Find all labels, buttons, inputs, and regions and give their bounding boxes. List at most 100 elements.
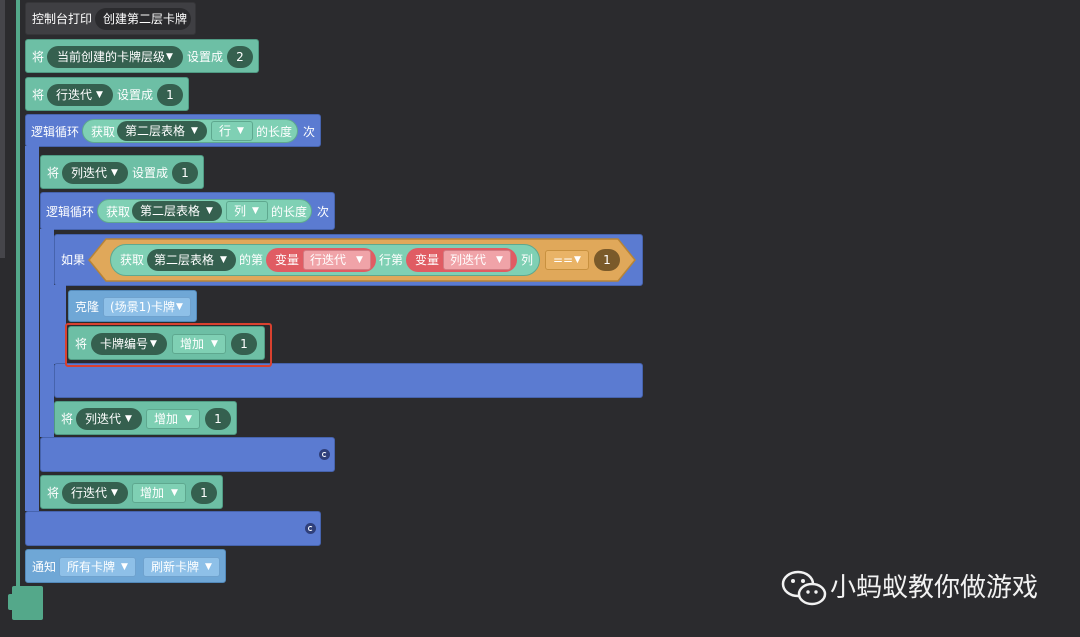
inc-card-action-text: 增加: [180, 337, 205, 351]
if-table-dropdown[interactable]: 第二层表格 ▼: [147, 249, 236, 271]
set-row-var-dropdown[interactable]: 行迭代 ▼: [47, 84, 113, 106]
console-print-value[interactable]: 创建第二层卡牌: [95, 8, 191, 30]
inner-loop-get-label: 获取: [106, 205, 131, 219]
inner-loop-table-dropdown[interactable]: 第二层表格 ▼: [132, 201, 222, 221]
if-get-label: 获取: [120, 253, 145, 267]
if-compare-value[interactable]: 1: [594, 249, 620, 271]
script-spine: [16, 0, 20, 600]
script-end-cap: [8, 586, 43, 620]
scrollbar[interactable]: [0, 0, 5, 258]
inc-card-prefix: 将: [75, 337, 88, 351]
inc-row-var-text: 行迭代: [71, 486, 108, 500]
outer-loop-table-dropdown[interactable]: 第二层表格 ▼: [117, 121, 207, 141]
notify-block[interactable]: 通知 所有卡牌 ▼ 刷新卡牌 ▼: [25, 549, 226, 583]
highlight-box: [65, 323, 272, 367]
inc-card-var-dropdown[interactable]: 卡牌编号 ▼: [91, 333, 167, 355]
set-col-prefix: 将: [47, 166, 60, 180]
set-col-block[interactable]: 将 列迭代 ▼ 设置成 1: [40, 155, 204, 189]
set-layer-value-text: 2: [236, 50, 244, 64]
chevron-down-icon: ▼: [574, 255, 581, 265]
set-row-value-text: 1: [166, 88, 174, 102]
inner-loop-arm: [40, 229, 54, 437]
chevron-down-icon: ▼: [252, 206, 259, 216]
chevron-down-icon: ▼: [111, 488, 118, 498]
if-label: 如果: [61, 253, 86, 267]
inner-loop-end: 次: [317, 205, 330, 219]
notify-event-dropdown[interactable]: 刷新卡牌 ▼: [143, 557, 220, 577]
inc-row-action-dropdown[interactable]: 增加 ▼: [132, 483, 186, 503]
if-get-block[interactable]: 获取 第二层表格 ▼ 的第 变量 行迭代 ▼ 行第 变量 列迭代 ▼ 列: [110, 244, 540, 276]
inner-loop-dim-text: 列: [234, 204, 247, 218]
inc-col-var-dropdown[interactable]: 列迭代 ▼: [76, 408, 142, 430]
console-print-block[interactable]: 控制台打印 创建第二层卡牌: [25, 2, 196, 35]
notify-target-dropdown[interactable]: 所有卡牌 ▼: [59, 557, 136, 577]
outer-loop-label: 逻辑循环: [31, 125, 80, 139]
clone-label: 克隆: [75, 300, 100, 314]
outer-loop-get-block[interactable]: 获取 第二层表格 ▼ 行 ▼ 的长度: [82, 119, 298, 143]
if-var1-block[interactable]: 变量 行迭代 ▼: [266, 248, 376, 272]
set-layer-prefix: 将: [32, 50, 45, 64]
inc-row-block[interactable]: 将 行迭代 ▼ 增加 ▼ 1: [40, 475, 223, 509]
if-table-text: 第二层表格: [154, 253, 215, 267]
inner-loop-footer: [40, 437, 335, 472]
outer-loop-dim-text: 行: [219, 124, 232, 138]
chevron-down-icon: ▼: [496, 255, 503, 265]
set-col-value[interactable]: 1: [172, 162, 198, 184]
inc-card-var-text: 卡牌编号: [100, 337, 149, 351]
inc-col-block[interactable]: 将 列迭代 ▼ 增加 ▼ 1: [54, 401, 237, 435]
set-col-value-text: 1: [181, 166, 189, 180]
if-var2-dropdown[interactable]: 列迭代 ▼: [443, 250, 511, 270]
set-layer-block[interactable]: 将 当前创建的卡牌层级 ▼ 设置成 2: [25, 39, 259, 73]
inc-row-var-dropdown[interactable]: 行迭代 ▼: [62, 482, 128, 504]
chevron-down-icon: ▼: [111, 168, 118, 178]
if-operator-dropdown[interactable]: == ▼: [545, 250, 589, 270]
outer-loop-dim-dropdown[interactable]: 行 ▼: [211, 121, 253, 141]
notify-target-text: 所有卡牌: [67, 560, 116, 574]
inner-loop-dim-dropdown[interactable]: 列 ▼: [226, 201, 268, 221]
if-var1-dropdown[interactable]: 行迭代 ▼: [303, 250, 371, 270]
watermark-text: 小蚂蚁教你做游戏: [830, 573, 1039, 603]
console-print-label: 控制台打印: [32, 12, 93, 26]
inc-col-value-text: 1: [214, 412, 222, 426]
inc-col-action-text: 增加: [154, 412, 179, 426]
clone-target-text: (场景1)卡牌: [110, 300, 175, 314]
set-col-var-text: 列迭代: [71, 166, 108, 180]
set-layer-var-dropdown[interactable]: 当前创建的卡牌层级 ▼: [47, 46, 183, 68]
inc-row-prefix: 将: [47, 486, 60, 500]
clone-block[interactable]: 克隆 (场景1)卡牌 ▼: [68, 290, 197, 322]
chevron-down-icon: ▼: [211, 339, 218, 349]
inc-col-var-text: 列迭代: [85, 412, 122, 426]
inc-col-value[interactable]: 1: [205, 408, 231, 430]
set-layer-value[interactable]: 2: [227, 46, 253, 68]
inc-card-block[interactable]: 将 卡牌编号 ▼ 增加 ▼ 1: [68, 326, 265, 360]
inc-card-action-dropdown[interactable]: 增加 ▼: [172, 334, 226, 354]
if-var2-block[interactable]: 变量 列迭代 ▼: [406, 248, 517, 272]
inc-card-value[interactable]: 1: [231, 333, 257, 355]
if-block-arm: [54, 285, 66, 364]
if-operator-text: ==: [553, 253, 574, 267]
set-layer-var-text: 当前创建的卡牌层级: [57, 50, 166, 64]
chevron-down-icon: ▼: [166, 52, 173, 62]
inner-loop-label: 逻辑循环: [46, 205, 95, 219]
outer-loop-end: 次: [303, 125, 316, 139]
outer-loop-arm: [25, 146, 39, 511]
set-row-value[interactable]: 1: [157, 84, 183, 106]
if-var2-text: 列迭代: [450, 253, 487, 267]
inner-loop-get-block[interactable]: 获取 第二层表格 ▼ 列 ▼ 的长度: [97, 199, 312, 223]
inc-row-value[interactable]: 1: [191, 482, 217, 504]
set-col-var-dropdown[interactable]: 列迭代 ▼: [62, 162, 128, 184]
set-row-var-text: 行迭代: [56, 88, 93, 102]
set-row-block[interactable]: 将 行迭代 ▼ 设置成 1: [25, 77, 189, 111]
chevron-down-icon: ▼: [185, 414, 192, 424]
if-row-text: 行第: [379, 253, 404, 267]
chevron-down-icon: ▼: [191, 126, 198, 136]
chevron-down-icon: ▼: [171, 488, 178, 498]
wechat-icon: [781, 570, 827, 606]
clone-target-dropdown[interactable]: (场景1)卡牌 ▼: [103, 297, 191, 317]
console-print-text: 创建第二层卡牌: [103, 12, 188, 26]
chevron-down-icon: ▼: [206, 206, 213, 216]
chevron-down-icon: ▼: [125, 414, 132, 424]
inner-loop-table-text: 第二层表格: [140, 204, 201, 218]
inc-col-action-dropdown[interactable]: 增加 ▼: [146, 409, 200, 429]
notify-event-text: 刷新卡牌: [151, 560, 200, 574]
